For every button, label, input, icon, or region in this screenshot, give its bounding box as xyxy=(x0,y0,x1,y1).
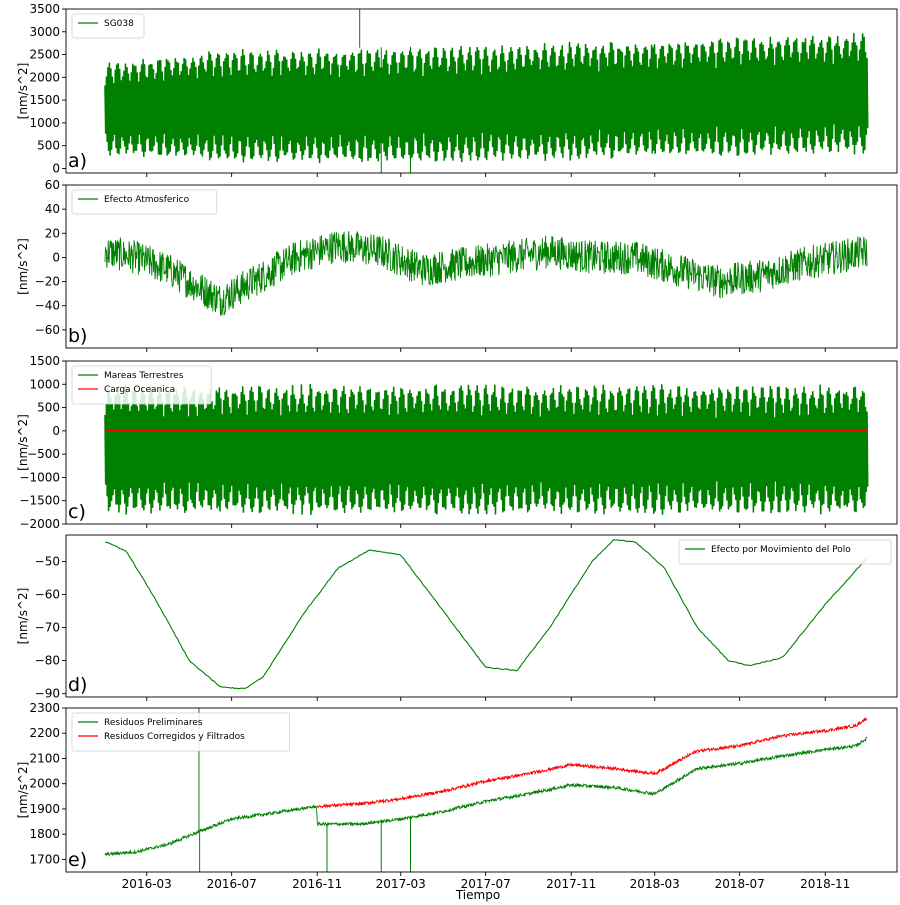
panel-4: −90 −80 −70 −60 −50 [nm/s^2] d) Efecto por Movi… xyxy=(16,534,898,701)
y-tick-label: −80 xyxy=(35,654,60,668)
y-tick-label: 1000 xyxy=(29,116,60,130)
legend: Residuos Preliminares Residuos Corregidos… xyxy=(71,712,291,752)
y-tick-label: 1700 xyxy=(29,852,60,866)
legend-entry: Efecto por Movimiento del Polo xyxy=(711,545,851,555)
panel-label: a) xyxy=(68,150,87,172)
y-axis-label: [nm/s^2] xyxy=(16,762,30,819)
axes-frame xyxy=(65,534,898,698)
plot-area xyxy=(104,538,868,690)
panel-label: b) xyxy=(68,325,87,347)
y-tick-label: 2000 xyxy=(29,70,60,84)
x-tick-label: 2018-11 xyxy=(800,877,850,891)
series-residuos-preliminares xyxy=(104,736,868,857)
y-axis-label: [nm/s^2] xyxy=(16,63,30,120)
y-tick-label: 1900 xyxy=(29,802,60,816)
panels-group: 0500100015002000250030003500[nm/s^2]a)SG… xyxy=(16,2,898,891)
plot-area xyxy=(104,383,869,516)
y-tick-label: 2100 xyxy=(29,751,60,765)
legend: Mareas Terrestres Carga Oceanica xyxy=(71,365,212,405)
y-tick-label: 2200 xyxy=(29,726,60,740)
legend: Efecto Atmosferico xyxy=(71,189,218,215)
legend: SG038 xyxy=(71,13,145,39)
y-tick-label: 3500 xyxy=(29,2,60,16)
x-axis-label: Tiempo xyxy=(455,888,500,902)
y-tick-label: −2000 xyxy=(19,517,60,531)
x-tick-label: 2017-07 xyxy=(461,877,511,891)
panel-5: 1700 1800 1900 2000 2100 2200 2300 [nm/s^2] e) Re… xyxy=(16,701,898,876)
y-tick-label: −500 xyxy=(27,447,60,461)
legend-entry: Carga Oceanica xyxy=(104,385,175,395)
legend-box xyxy=(71,365,212,405)
series-mareas-terrestres xyxy=(104,383,869,516)
y-tick-label: 0 xyxy=(52,161,60,175)
legend: Efecto por Movimiento del Polo xyxy=(678,539,892,565)
x-tick-label: 2018-03 xyxy=(630,877,680,891)
axes-frame xyxy=(65,707,898,873)
y-tick-label: −40 xyxy=(35,299,60,313)
y-tick-label: 2500 xyxy=(29,48,60,62)
panel-label: e) xyxy=(68,849,87,871)
y-tick-label: −60 xyxy=(35,588,60,602)
y-tick-label: 20 xyxy=(45,226,60,240)
y-tick-label: 500 xyxy=(37,401,60,415)
y-tick-label: 40 xyxy=(45,202,60,216)
legend-box xyxy=(71,13,145,39)
axes-frame xyxy=(65,360,898,525)
y-tick-label: 0 xyxy=(52,250,60,264)
y-tick-label: 1500 xyxy=(29,354,60,368)
legend-entry: SG038 xyxy=(104,19,134,29)
y-tick-label: −90 xyxy=(35,687,60,701)
series-residuos-corregidos-y-filtrados xyxy=(316,716,868,809)
series-sg038 xyxy=(104,32,869,164)
plot-area xyxy=(104,708,868,872)
y-tick-label: −60 xyxy=(35,323,60,337)
y-tick-label: 2300 xyxy=(29,701,60,715)
legend-entry: Mareas Terrestres xyxy=(104,371,184,381)
y-tick-label: −50 xyxy=(35,554,60,568)
panel-label: d) xyxy=(68,674,87,696)
y-tick-label: 0 xyxy=(52,424,60,438)
x-tick-label: 2016-07 xyxy=(207,877,257,891)
series-efecto-por-movimiento-del-polo xyxy=(104,538,868,690)
y-tick-label: 500 xyxy=(37,139,60,153)
series-efecto-atmosferico xyxy=(104,230,868,316)
legend-entry: Efecto Atmosferico xyxy=(104,195,190,205)
x-tick-label: 2016-03 xyxy=(122,877,172,891)
y-axis-label: [nm/s^2] xyxy=(16,588,30,645)
axes-frame xyxy=(65,8,898,174)
y-tick-label: 1500 xyxy=(29,93,60,107)
y-tick-label: 1800 xyxy=(29,827,60,841)
y-tick-label: 60 xyxy=(45,178,60,192)
y-axis-label: [nm/s^2] xyxy=(16,414,30,471)
plot-area xyxy=(104,9,869,173)
panel-2: −60 −40 −20 0 20 40 60 [nm/s^2] b) Efecto Atmosfe… xyxy=(16,178,898,352)
panel-1: 0 500 1000 1500 2000 2500 3000 3500 [nm/s^2] a) SG… xyxy=(16,2,898,177)
legend-box xyxy=(71,189,218,215)
x-tick-label: 2016-11 xyxy=(292,877,342,891)
legend-box xyxy=(71,712,291,752)
y-tick-label: 3000 xyxy=(29,25,60,39)
x-tick-label: 2017-11 xyxy=(546,877,596,891)
legend-box xyxy=(678,539,892,565)
x-tick-label: 2017-03 xyxy=(376,877,426,891)
x-tick-label: 2018-07 xyxy=(715,877,765,891)
panel-3: −2000 −1500 −1000 −500 0 500 1000 1500 [nm/s^2] c… xyxy=(16,354,898,531)
y-tick-label: −1000 xyxy=(19,470,60,484)
y-tick-label: 2000 xyxy=(29,777,60,791)
legend-entry: Residuos Corregidos y Filtrados xyxy=(104,732,245,742)
y-tick-label: −20 xyxy=(35,275,60,289)
y-tick-label: 1000 xyxy=(29,377,60,391)
axes-frame xyxy=(65,184,898,349)
y-tick-label: −70 xyxy=(35,621,60,635)
plot-area xyxy=(104,230,868,316)
legend-entry: Residuos Preliminares xyxy=(104,718,203,728)
panel-label: c) xyxy=(68,501,86,523)
y-tick-label: −1500 xyxy=(19,494,60,508)
y-axis-label: [nm/s^2] xyxy=(16,238,30,295)
